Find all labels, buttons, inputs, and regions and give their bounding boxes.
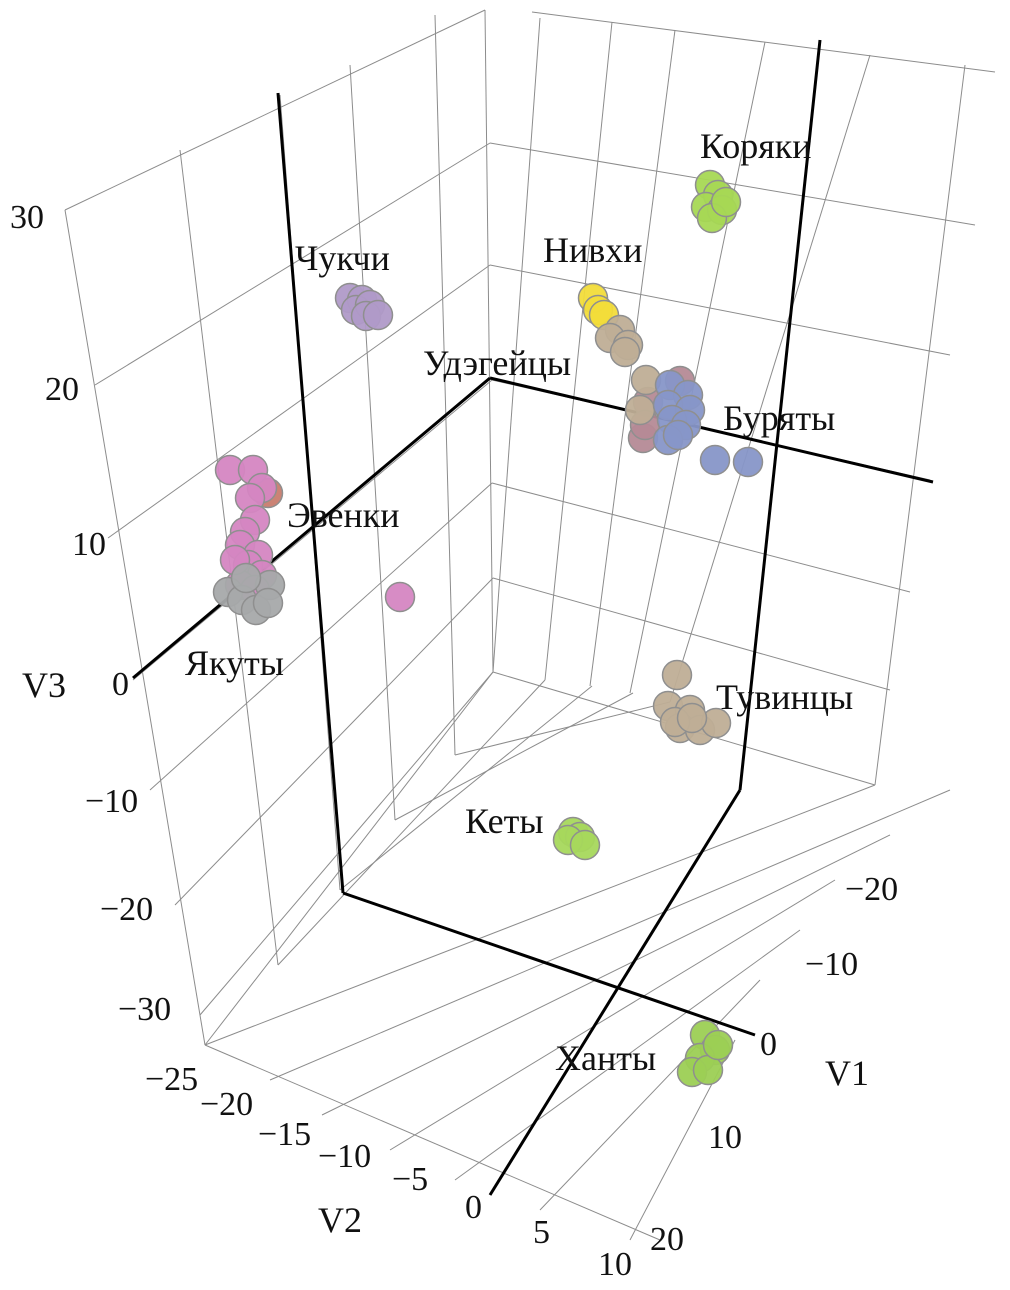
z-tick-label: −10 (85, 783, 138, 820)
grid-line (489, 142, 976, 226)
grid-line (434, 14, 456, 756)
y-tick-label: −25 (145, 1061, 198, 1098)
cluster-label: Нивхи (543, 230, 643, 270)
grid-line (389, 879, 836, 1151)
grid-line (107, 264, 491, 539)
grid-line (492, 17, 541, 673)
grid-line (454, 929, 801, 1181)
data-point (624, 394, 656, 426)
grid-line (531, 11, 996, 73)
data-point (710, 186, 742, 218)
data-points (212, 169, 764, 1088)
x-tick-label: 0 (760, 1026, 777, 1063)
cluster-label: Чукчи (295, 238, 390, 278)
axis-labels: V1 V2 V3 (22, 665, 869, 1240)
data-point (662, 419, 694, 451)
data-point (362, 299, 394, 331)
cluster-label: Буряты (723, 398, 835, 438)
z-tick-label: 30 (10, 199, 44, 236)
y-tick-label: 5 (533, 1214, 550, 1251)
cluster-labels: Коряки Чукчи Нивхи Удэгейцы Буряты Эвенк… (185, 126, 853, 1078)
y-tick-label: −15 (258, 1116, 311, 1153)
grid-lines (64, 9, 996, 1241)
z-tick-label: −30 (118, 991, 171, 1028)
grid-line (64, 209, 206, 1046)
z-tick-label: 0 (112, 666, 129, 703)
z-tick-label: 10 (72, 526, 106, 563)
axis-line (488, 789, 742, 1196)
grid-line (64, 9, 486, 211)
cluster-label: Якуты (185, 643, 284, 683)
x-tick-label: −10 (805, 946, 858, 983)
data-point (609, 336, 641, 368)
cluster-label: Тувинцы (716, 677, 853, 717)
data-point (699, 444, 731, 476)
x-axis-label: V1 (825, 1053, 869, 1093)
grid-line (349, 64, 396, 821)
z-tick-label: −20 (100, 891, 153, 928)
cluster-label: Коряки (700, 126, 812, 166)
grid-line (669, 54, 871, 703)
grid-line (874, 64, 966, 786)
axis-line (132, 376, 491, 680)
grid-line (454, 701, 671, 756)
y-tick-label: 10 (598, 1246, 632, 1283)
cluster-label: Удэгейцы (423, 343, 571, 383)
grid-line (204, 671, 494, 1046)
y-tick-label: −10 (318, 1138, 371, 1175)
grid-line (174, 577, 494, 906)
grid-line (277, 679, 546, 966)
y-tick-label: −20 (200, 1086, 253, 1123)
grid-line (321, 834, 891, 1116)
grid-line (489, 264, 951, 356)
grid-line (204, 1044, 661, 1241)
grid-line (539, 979, 761, 1211)
tick-labels: −20 −10 0 10 20 −25 −20 −15 −10 −5 0 5 1… (10, 199, 898, 1283)
axis-line (276, 92, 345, 894)
cluster-label: Ханты (555, 1038, 656, 1078)
data-point (702, 1029, 734, 1061)
data-point (252, 587, 284, 619)
axis-line (489, 376, 934, 484)
data-point (732, 446, 764, 478)
y-tick-label: −5 (392, 1161, 428, 1198)
cluster-label: Эвенки (287, 495, 400, 535)
x-tick-label: 20 (650, 1221, 684, 1258)
x-tick-label: 10 (708, 1119, 742, 1156)
grid-line (339, 685, 593, 891)
data-point (676, 702, 708, 734)
cluster-label: Кеты (465, 801, 544, 841)
axis-lines (132, 39, 934, 1196)
grid-line (394, 692, 634, 821)
grid-line (199, 671, 494, 1016)
grid-line (629, 41, 766, 694)
data-point (661, 659, 693, 691)
data-point (230, 562, 262, 594)
axis-line (738, 39, 822, 791)
z-axis-label: V3 (22, 665, 66, 705)
data-point (384, 581, 416, 613)
grid-line (484, 9, 494, 673)
axis-line (342, 891, 756, 1037)
y-axis-label: V2 (318, 1200, 362, 1240)
data-point (569, 829, 601, 861)
grid-line (204, 784, 876, 1046)
grid-line (269, 789, 951, 1081)
grid-line (491, 482, 911, 593)
y-tick-label: 0 (465, 1189, 482, 1226)
grid-line (544, 21, 613, 681)
x-tick-label: −20 (845, 871, 898, 908)
z-tick-label: 20 (45, 371, 79, 408)
